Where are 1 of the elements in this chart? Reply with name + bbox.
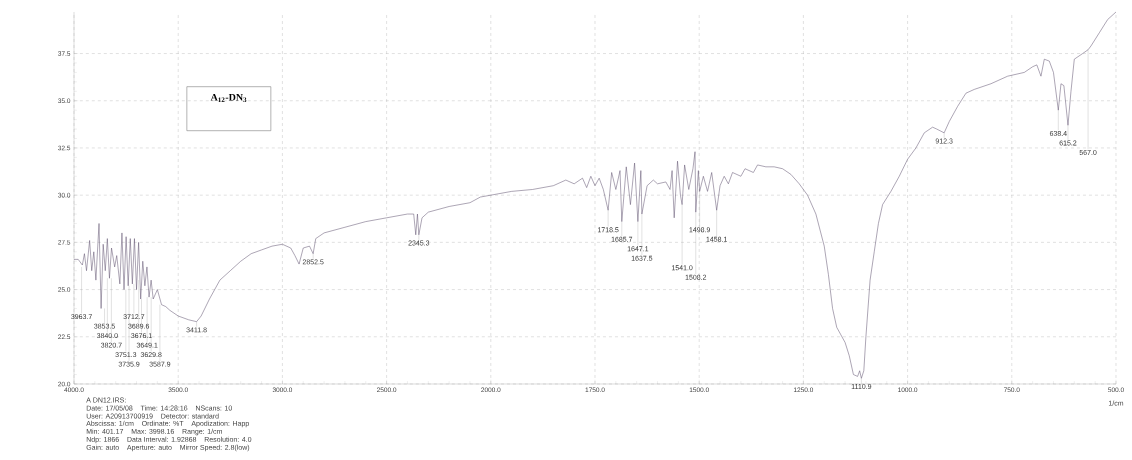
text: A$_{12}$-DN$_{3}$ <box>210 93 247 103</box>
